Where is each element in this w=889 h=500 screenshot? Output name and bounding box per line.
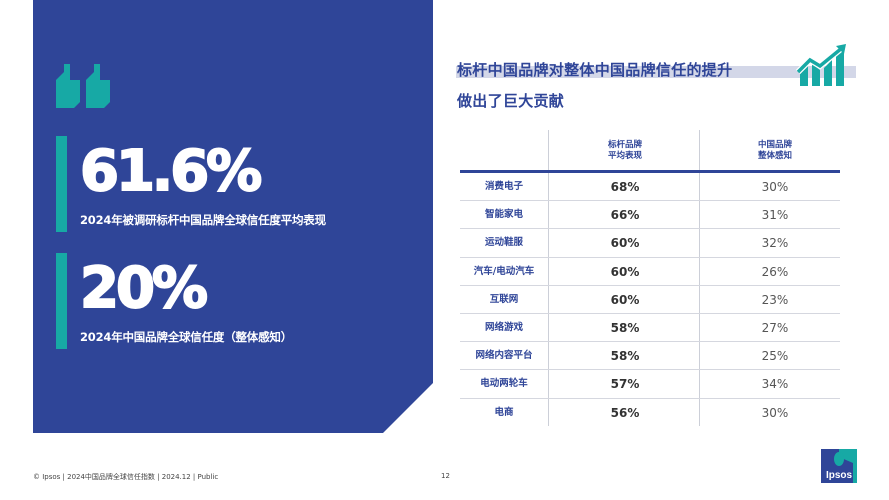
overall-cell: 30%	[761, 405, 789, 420]
accent-bar	[56, 136, 67, 232]
quote-mark-icon	[56, 64, 110, 108]
benchmark-cell: 56%	[610, 405, 640, 420]
category-cell: 消费电子	[484, 181, 523, 192]
header-line: 标杆品牌	[607, 140, 642, 150]
table-row: 网络内容平台 58% 25%	[460, 342, 840, 371]
category-cell: 电商	[494, 406, 514, 418]
page-title: 标杆中国品牌对整体中国品牌信任的提升	[457, 61, 733, 79]
trend-up-chart-icon	[796, 44, 846, 86]
category-cell: 互联网	[489, 293, 519, 305]
table-row: 消费电子 68% 30%	[460, 173, 840, 202]
header-rule	[460, 170, 840, 173]
footer-copyright: © Ipsos | 2024中国品牌全球信任指数 | 2024.12 | Pub…	[33, 473, 219, 481]
overall-cell: 27%	[761, 321, 789, 335]
header-line: 中国品牌	[757, 140, 792, 150]
benchmark-cell: 58%	[610, 349, 640, 364]
table-row: 网络游戏 58% 27%	[460, 314, 840, 343]
overall-cell: 25%	[761, 349, 789, 364]
benchmark-cell: 57%	[610, 377, 640, 392]
header-line: 平均表现	[607, 151, 642, 161]
table-row: 智能家电 66% 31%	[460, 201, 840, 230]
header-line: 整体感知	[757, 151, 792, 161]
benchmark-cell: 68%	[610, 180, 640, 194]
table-row: 电商 56% 30%	[460, 399, 840, 427]
category-cell: 网络游戏	[484, 322, 523, 333]
table-row: 互联网 60% 23%	[460, 286, 840, 314]
table-header: 标杆品牌 平均表现 中国品牌 整体感知	[460, 130, 840, 171]
header-benchmark: 标杆品牌 平均表现	[550, 140, 700, 162]
category-cell: 运动鞋服	[484, 237, 523, 249]
overall-cell: 34%	[761, 377, 789, 392]
table-row: 电动两轮车 57% 34%	[460, 370, 840, 399]
overall-cell: 23%	[761, 292, 789, 307]
ipsos-logo-icon: Ipsos	[821, 449, 857, 483]
header-overall: 中国品牌 整体感知	[700, 140, 850, 162]
overall-cell: 30%	[761, 180, 789, 194]
benchmark-cell: 60%	[610, 292, 640, 307]
page-title-line2: 做出了巨大贡献	[457, 92, 565, 110]
benchmark-cell: 60%	[610, 264, 640, 279]
category-cell: 网络内容平台	[475, 350, 533, 362]
table-row: 汽车/电动汽车 60% 26%	[460, 258, 840, 286]
column-divider	[699, 130, 700, 426]
overall-cell: 32%	[761, 236, 789, 251]
benchmark-cell: 60%	[610, 236, 640, 251]
category-cell: 智能家电	[484, 209, 523, 221]
stat-label: 2024年中国品牌全球信任度（整体感知）	[80, 330, 293, 344]
category-cell: 汽车/电动汽车	[473, 265, 535, 277]
svg-text:Ipsos: Ipsos	[826, 470, 853, 481]
accent-bar	[56, 253, 67, 349]
stat-label: 2024年被调研标杆中国品牌全球信任度平均表现	[80, 213, 326, 227]
page-number: 12	[441, 472, 450, 480]
benchmark-cell: 66%	[610, 208, 640, 223]
benchmark-cell: 58%	[610, 321, 640, 335]
table-row: 运动鞋服 60% 32%	[460, 229, 840, 258]
column-divider	[548, 130, 549, 426]
stat-value: 20%	[79, 256, 209, 321]
title-highlight-band	[456, 66, 856, 78]
overall-cell: 26%	[761, 264, 789, 279]
category-cell: 电动两轮车	[480, 378, 528, 390]
stat-value: 61.6%	[79, 139, 263, 204]
overall-cell: 31%	[761, 208, 789, 223]
